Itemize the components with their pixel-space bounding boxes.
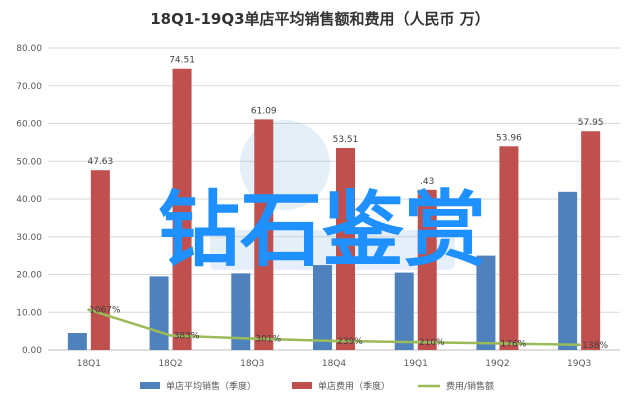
ratio-label: 301% (255, 335, 281, 345)
chart-title: 18Q1-19Q3单店平均销售额和费用（人民币 万） (150, 10, 490, 28)
ratio-point (87, 308, 91, 312)
ratio-label: 383% (174, 332, 200, 342)
bar-sales (558, 191, 578, 350)
y-tick-label: 60.00 (16, 120, 42, 130)
ratio-label: 176% (501, 339, 527, 349)
data-label: 74.51 (169, 56, 195, 66)
x-tick-label: 19Q2 (485, 359, 509, 369)
grid-layer: 0.00 10.00 20.00 30.00 40.00 50.00 60.00 70.00 8… (16, 44, 620, 369)
legend-swatch (140, 382, 160, 389)
y-tick-label: 30.00 (16, 233, 42, 243)
y-tick-label: 70.00 (16, 82, 42, 92)
ratio-point (495, 341, 499, 345)
labels-layer: 47.63 74.51 61.09 53.51 .43 53.96 57.95 1067% 38… (87, 56, 608, 351)
legend: 单店平均销售（季度） 单店费用（季度） 费用/销售额 (140, 380, 494, 392)
ratio-label: 210% (419, 338, 445, 348)
ratio-point (169, 334, 173, 338)
x-tick-label: 18Q4 (322, 359, 347, 369)
data-label: .43 (420, 177, 434, 187)
bar-cost (336, 147, 355, 350)
data-label: 57.95 (578, 118, 604, 128)
y-tick-label: 50.00 (16, 157, 42, 167)
bar-cost (90, 170, 110, 350)
x-tick-label: 19Q1 (404, 359, 428, 369)
y-tick-label: 40.00 (16, 195, 42, 205)
ratio-point (332, 339, 336, 343)
ratio-point (577, 343, 581, 347)
bar-cost (254, 119, 274, 350)
bar-sales (313, 265, 332, 350)
bar-cost (581, 131, 601, 350)
ratio-label: 1067% (89, 306, 121, 316)
x-tick-label: 18Q3 (240, 359, 264, 369)
legend-label: 费用/销售额 (446, 380, 494, 392)
y-tick-label: 80.00 (16, 44, 42, 54)
bar-sales (231, 273, 251, 350)
y-tick-label: 10.00 (16, 308, 42, 318)
data-label: 47.63 (87, 157, 113, 167)
data-label: 61.09 (251, 106, 277, 116)
overlay-text: 钻石鉴赏 (158, 183, 486, 278)
bar-cost (499, 146, 519, 350)
ratio-label: 239% (337, 337, 363, 347)
bar-sales (476, 255, 496, 350)
bar-sales (149, 276, 169, 350)
line-layer (87, 308, 581, 347)
ratio-point (250, 337, 254, 341)
y-tick-label: 0.00 (22, 346, 42, 356)
data-label: 53.96 (496, 133, 522, 143)
data-label: 53.51 (333, 135, 359, 145)
ratio-label: 138% (582, 341, 608, 351)
ratio-point (414, 340, 418, 344)
x-tick-label: 18Q1 (77, 359, 101, 369)
bars-layer (67, 68, 601, 351)
legend-label: 单店平均销售（季度） (166, 380, 256, 392)
bar-cost (172, 68, 192, 351)
bar-sales (394, 272, 414, 350)
y-tick-label: 20.00 (16, 271, 42, 281)
x-tick-label: 18Q2 (158, 359, 182, 369)
bar-cost (417, 189, 437, 350)
legend-swatch (292, 382, 312, 389)
legend-label: 单店费用（季度） (318, 380, 390, 392)
x-tick-label: 19Q3 (567, 359, 591, 369)
bar-sales (67, 333, 87, 350)
